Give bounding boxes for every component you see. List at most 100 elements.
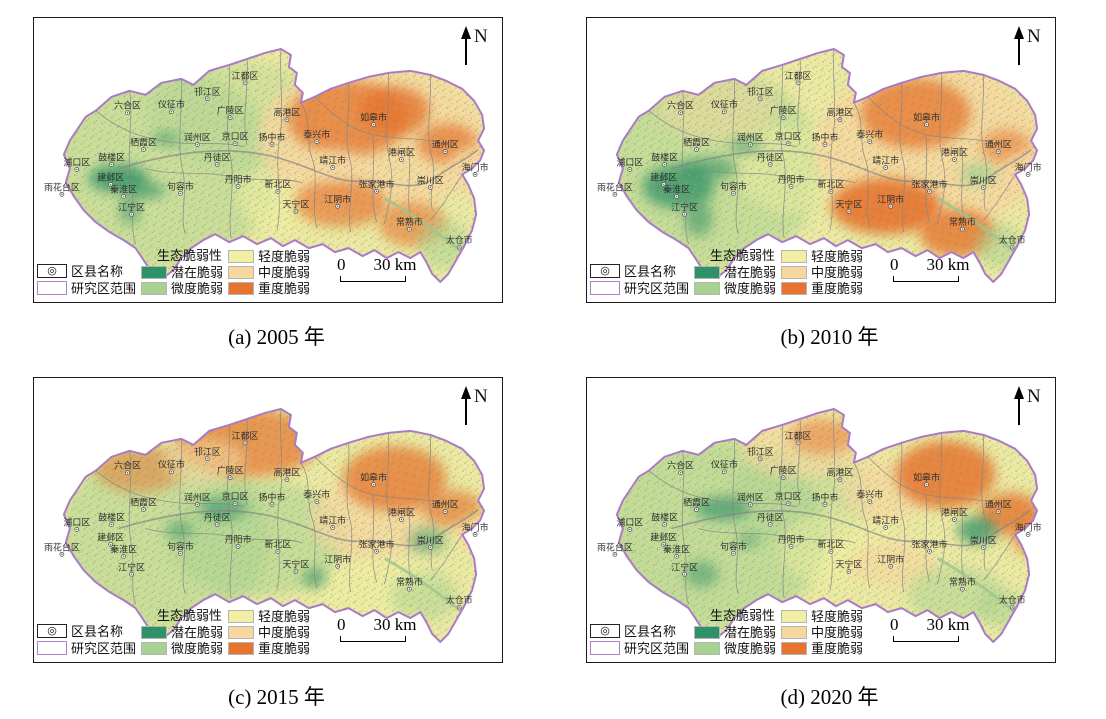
district-label: 泰兴市 xyxy=(303,129,330,140)
scale-numbers: 0 30 km xyxy=(337,615,416,635)
legend-label: 重度脆弱 xyxy=(258,281,311,296)
legend-class-swatch xyxy=(781,626,808,639)
north-arrow: N xyxy=(456,23,492,72)
district-label: 扬中市 xyxy=(259,492,286,503)
county-marker-dot xyxy=(237,545,239,548)
district-label: 邗江区 xyxy=(747,87,774,97)
county-marker-dot xyxy=(662,183,665,186)
legend: ◎ 区县名称 研究区范围 生态脆弱性 潜在脆弱 微度脆弱 轻度脆弱 中度脆弱 重 xyxy=(37,247,310,295)
legend-class-swatch xyxy=(228,282,255,295)
county-name-symbol-icon: ◎ xyxy=(590,264,620,278)
county-marker-dot xyxy=(885,166,887,169)
legend-class-item: 重度脆弱 xyxy=(781,642,863,655)
legend-label: 区县名称 xyxy=(71,623,124,639)
map-c: 江都区 邗江区 六合区 仪征市 广陵区 高港区 如皋市 泰兴市 通州区 港闸区 海门市 靖江市 崇川区 张… xyxy=(34,378,502,662)
yangtze-river-line xyxy=(118,508,479,547)
district-label: 鼓楼区 xyxy=(651,511,678,522)
district-label: 栖霞区 xyxy=(683,497,710,508)
district-label: 靖江市 xyxy=(319,514,346,525)
legend-title: 生态脆弱性 xyxy=(710,248,776,263)
county-marker-dot xyxy=(782,476,784,479)
district-label: 邗江区 xyxy=(194,87,221,97)
county-marker-dot xyxy=(332,166,334,169)
county-marker-dot xyxy=(629,528,631,531)
scale-numbers: 0 30 km xyxy=(890,615,969,635)
district-label: 如皋市 xyxy=(913,472,940,483)
map-panel-a: 江都区 邗江区 六合区 仪征市 广陵区 高港区 如皋市 泰兴市 通州区 港闸区 海门市 靖江市 崇川区 张… xyxy=(33,17,503,303)
county-marker-dot xyxy=(869,500,871,503)
district-label: 润州区 xyxy=(737,132,764,143)
county-marker-dot xyxy=(61,553,63,556)
district-label: 京口区 xyxy=(775,131,802,142)
north-label: N xyxy=(474,26,488,47)
legend-item-study-area: 研究区范围 xyxy=(37,641,136,655)
caption-c: (c) 2015 年 xyxy=(228,685,325,709)
district-label: 秦淮区 xyxy=(663,183,690,194)
district-label: 鼓楼区 xyxy=(98,511,125,522)
scale-line xyxy=(340,276,406,282)
county-marker-dot xyxy=(76,168,78,171)
estuary-band xyxy=(936,557,1019,616)
district-label: 太仓市 xyxy=(999,234,1026,245)
district-label: 六合区 xyxy=(114,100,141,111)
county-marker-dot xyxy=(206,98,208,100)
county-marker-dot xyxy=(961,228,964,230)
legend-class-item: 微度脆弱 xyxy=(694,642,776,655)
county-marker-dot xyxy=(179,192,182,195)
district-label: 江阴市 xyxy=(877,193,904,204)
legend-class-item: 轻度脆弱 xyxy=(781,250,863,263)
district-label: 泰兴市 xyxy=(856,489,883,500)
county-marker-dot xyxy=(429,546,432,549)
county-marker-dot xyxy=(1011,606,1013,608)
county-marker-dot xyxy=(839,118,841,121)
north-arrow-icon: N xyxy=(1014,26,1041,65)
district-label: 京口区 xyxy=(775,491,802,502)
county-marker-dot xyxy=(458,246,460,248)
legend-class-item: 中度脆弱 xyxy=(781,266,863,279)
map-d: 江都区 邗江区 六合区 仪征市 广陵区 高港区 如皋市 泰兴市 通州区 港闸区 海门市 靖江市 崇川区 张… xyxy=(587,378,1055,662)
district-label: 如皋市 xyxy=(913,112,940,123)
district-label: 雨花台区 xyxy=(44,541,80,552)
county-marker-dot xyxy=(444,510,446,513)
north-arrow: N xyxy=(1009,23,1045,72)
district-label: 高港区 xyxy=(826,467,853,478)
district-label: 泰兴市 xyxy=(856,129,883,140)
legend-class-swatch xyxy=(228,250,255,263)
county-marker-dot xyxy=(928,550,931,553)
legend-label: 轻度脆弱 xyxy=(811,609,864,624)
county-marker-dot xyxy=(848,210,850,212)
district-label: 天宁区 xyxy=(282,558,309,569)
panel-cell-a: 江都区 邗江区 六合区 仪征市 广陵区 高港区 如皋市 泰兴市 通州区 港闸区 海门市 靖江市 崇川区 张… xyxy=(0,0,553,360)
legend-class-item: 轻度脆弱 xyxy=(228,250,310,263)
north-arrow: N xyxy=(1009,383,1045,432)
legend-class-swatch xyxy=(694,266,721,279)
district-label: 广陵区 xyxy=(770,105,797,116)
district-label: 扬中市 xyxy=(812,132,839,143)
legend-item-county-name: ◎ 区县名称 xyxy=(590,264,689,278)
district-label: 靖江市 xyxy=(872,514,899,525)
county-marker-dot xyxy=(769,523,771,526)
district-label: 润州区 xyxy=(737,492,764,503)
legend-class-item: 轻度脆弱 xyxy=(228,610,310,623)
north-arrow: N xyxy=(456,383,492,432)
legend-title: 生态脆弱性 xyxy=(157,608,223,623)
county-marker-dot xyxy=(997,510,999,513)
county-marker-dot xyxy=(474,173,476,176)
county-marker-dot xyxy=(408,588,411,590)
legend-label: 区县名称 xyxy=(624,263,677,279)
county-marker-dot xyxy=(662,543,665,546)
scale-bar: 0 30 km xyxy=(337,615,416,642)
legend-class-swatch xyxy=(228,266,255,279)
county-marker-dot xyxy=(749,503,751,506)
district-label: 通州区 xyxy=(985,500,1012,510)
legend-symbol-column: ◎ 区县名称 研究区范围 xyxy=(590,261,689,295)
county-marker-dot xyxy=(244,442,246,444)
county-marker-dot xyxy=(76,528,78,531)
district-label: 仪征市 xyxy=(158,459,185,470)
district-label: 京口区 xyxy=(222,131,249,142)
district-label: 港闸区 xyxy=(388,507,415,518)
